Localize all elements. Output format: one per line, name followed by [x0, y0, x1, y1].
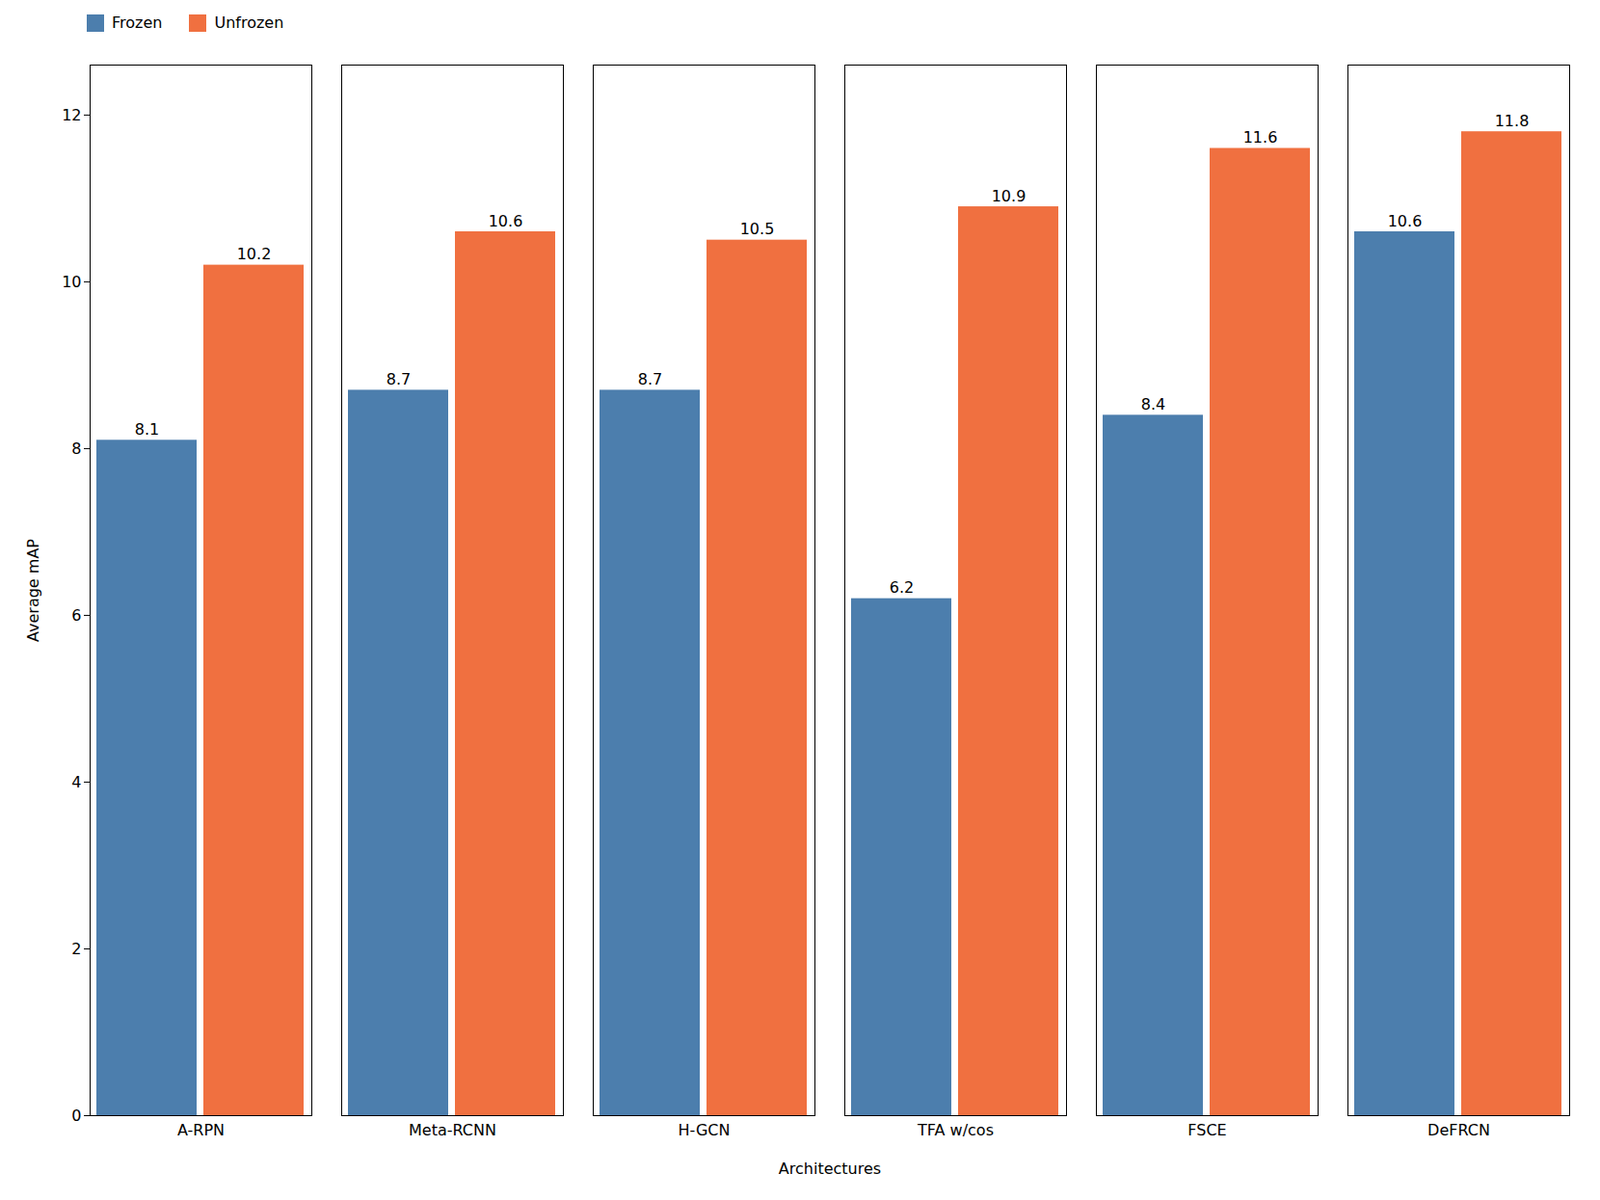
svg-text:6.2: 6.2 — [889, 578, 914, 597]
svg-text:10.6: 10.6 — [488, 212, 524, 231]
svg-text:6: 6 — [71, 606, 81, 625]
svg-text:Meta-RCNN: Meta-RCNN — [408, 1120, 497, 1140]
svg-text:11.8: 11.8 — [1494, 111, 1530, 131]
svg-text:10: 10 — [61, 272, 81, 292]
svg-text:10.5: 10.5 — [740, 219, 775, 239]
svg-text:8.7: 8.7 — [386, 370, 411, 389]
svg-text:8: 8 — [71, 439, 81, 458]
svg-text:10.6: 10.6 — [1387, 212, 1423, 231]
svg-text:2: 2 — [71, 939, 81, 959]
svg-text:8.7: 8.7 — [638, 370, 663, 389]
svg-text:12: 12 — [61, 106, 81, 125]
svg-text:A-RPN: A-RPN — [177, 1120, 225, 1140]
svg-text:TFA w/cos: TFA w/cos — [916, 1120, 994, 1140]
svg-text:0: 0 — [71, 1106, 81, 1125]
svg-text:FSCE: FSCE — [1187, 1120, 1227, 1140]
svg-text:Average mAP: Average mAP — [24, 538, 43, 642]
svg-text:8.1: 8.1 — [134, 420, 160, 439]
html-text:Unfrozen: Unfrozen — [214, 13, 284, 32]
svg-text:DeFRCN: DeFRCN — [1427, 1120, 1491, 1140]
svg-text:10.2: 10.2 — [237, 244, 272, 264]
svg-text:Architectures: Architectures — [778, 1159, 881, 1178]
svg-text:11.6: 11.6 — [1243, 128, 1279, 147]
html-text:Frozen: Frozen — [111, 13, 163, 32]
svg-text:8.4: 8.4 — [1141, 395, 1166, 414]
svg-text:4: 4 — [71, 773, 81, 792]
svg-text:10.9: 10.9 — [991, 186, 1027, 206]
svg-text:H-GCN: H-GCN — [678, 1120, 731, 1140]
